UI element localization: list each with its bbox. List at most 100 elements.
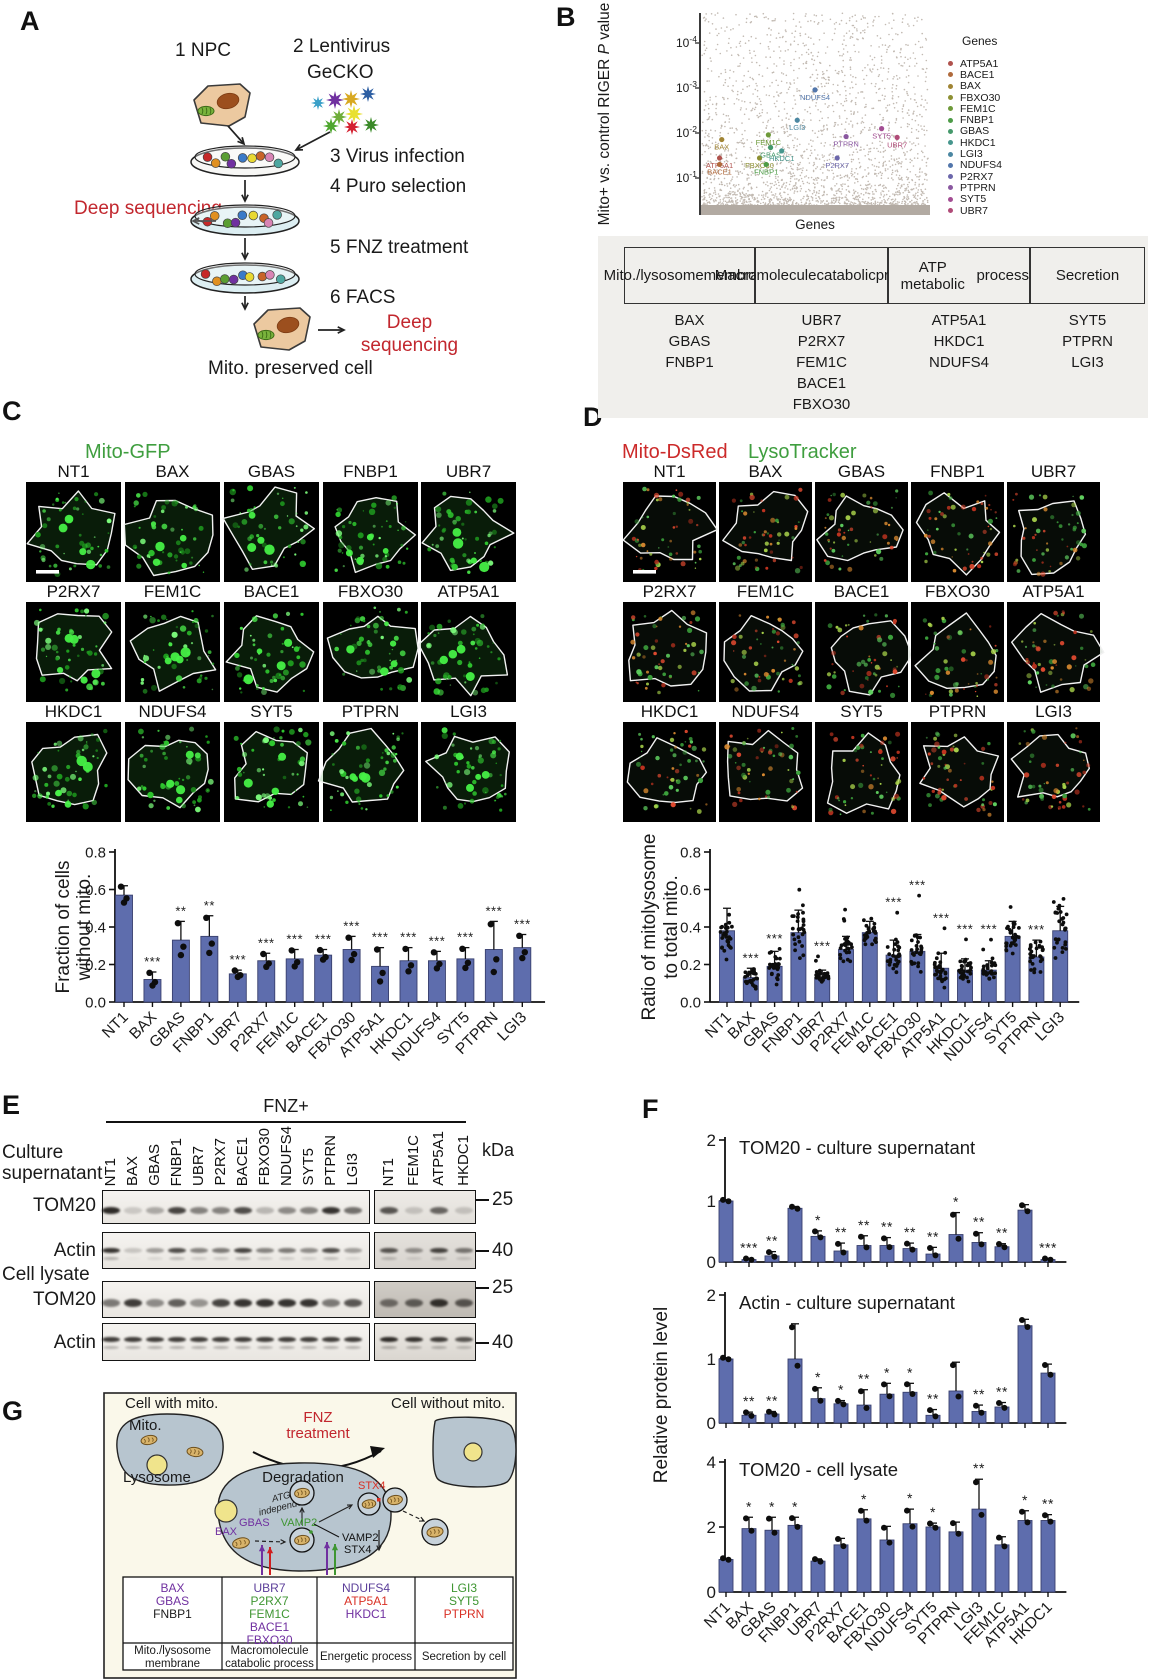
lane-label-GBAS-2: GBAS (143, 1124, 165, 1186)
band (124, 1299, 142, 1308)
band-faint (169, 1257, 185, 1261)
lane-label-text: FEM1C (404, 1135, 422, 1186)
kda-tick-3 (476, 1342, 489, 1344)
lane-label-P2RX7-5: P2RX7 (209, 1124, 231, 1186)
sig-BAX: *** (742, 950, 759, 965)
band (430, 1206, 448, 1214)
legend-label-FBXO30: FBXO30 (960, 91, 1001, 104)
legend-dot-P2RX7 (948, 174, 953, 180)
band (168, 1206, 186, 1214)
g-table-gene-NDUFS4: NDUFS4 (342, 1581, 390, 1595)
legend-item-FEM1C: FEM1C (948, 103, 1002, 115)
micrograph-green-NT1 (26, 482, 121, 582)
mito-preserved-cell-label: Mito. preserved cell (208, 358, 373, 379)
band (234, 1206, 252, 1214)
micrograph-green-FBXO30 (323, 602, 419, 702)
tile-label-green-FNBP1: FNBP1 (343, 462, 398, 481)
sig-GBAS: *** (766, 931, 783, 946)
band (430, 1247, 448, 1254)
header-line: Secretion (1055, 267, 1120, 284)
table-gene-HKDC1: HKDC1 (933, 333, 985, 350)
sig-FBXO30: ** (881, 1219, 893, 1235)
sig-PTPRN: *** (486, 903, 503, 918)
micrograph-redgreen-HKDC1 (623, 722, 716, 822)
sig-FBXO30: * (884, 1364, 890, 1380)
y-tick-label: 0.8 (680, 844, 701, 861)
legend-label-FNBP1: FNBP1 (960, 114, 994, 127)
g-table-gene-PTPRN: PTPRN (444, 1607, 485, 1621)
band-faint (257, 1346, 273, 1350)
header-line: ATP metabolic (900, 258, 965, 293)
band-faint (235, 1257, 251, 1261)
y-tick-label: 0 (707, 1414, 716, 1433)
lane-label-SYT5-9: SYT5 (297, 1124, 319, 1186)
g-table-gene-SYT5: SYT5 (449, 1594, 479, 1608)
scatter-y-tick: 10-2 (676, 124, 697, 140)
y-tick-label: 0.6 (85, 882, 106, 899)
band-faint (381, 1346, 397, 1350)
micrograph-redgreen-BACE1 (815, 602, 913, 702)
band (256, 1336, 274, 1343)
cell-with-mito-label: Cell with mito. (125, 1395, 218, 1412)
legend-dot-FBXO30 (948, 95, 953, 101)
lane-label-UBR7-4: UBR7 (187, 1124, 209, 1186)
band (256, 1299, 274, 1308)
lane-label-text: UBR7 (189, 1145, 207, 1186)
g-table-header: Secretion by cell (422, 1651, 506, 1663)
sig-ATP5A1: *** (372, 930, 389, 945)
scatter-gene-point-HKDC1 (779, 148, 785, 154)
legend-label-BAX: BAX (960, 80, 982, 93)
kda-tick-1 (476, 1250, 489, 1252)
legend-dot-SYT5 (948, 196, 953, 202)
legend-dot-UBR7 (948, 208, 953, 213)
legend-item-FNBP1: FNBP1 (948, 114, 1002, 127)
scatter-y-label-pre: Mito+ vs. control RIGER (596, 54, 613, 226)
culture-supernatant-label-2: supernatant (2, 1163, 103, 1184)
protein-label-TOM20-2: TOM20 (32, 1289, 96, 1310)
micrograph-redgreen-SYT5 (815, 722, 908, 822)
bax-label: BAX (215, 1526, 238, 1538)
chart-title: Actin - culture supernatant (739, 1292, 955, 1313)
g-table-header: membrane (145, 1658, 200, 1670)
y-tick-label: 0.0 (85, 994, 106, 1011)
tile-label-redgreen-FEM1C: FEM1C (736, 582, 795, 601)
scatter-gene-point-BAX (719, 136, 725, 143)
band-faint (301, 1257, 317, 1261)
table-gene-LGI3: LGI3 (1071, 354, 1104, 371)
sig-LGI3: ** (973, 1214, 985, 1230)
tile-label-redgreen-BACE1: BACE1 (833, 582, 890, 601)
band (146, 1247, 164, 1254)
bar-ATP5A1 (1017, 1325, 1033, 1424)
blot-strip-right-0 (374, 1190, 476, 1224)
g-table-gene-BACE1: BACE1 (250, 1620, 290, 1634)
tile-label-green-BACE1: BACE1 (243, 582, 300, 601)
scatter-y-tick: 10-3 (676, 79, 697, 95)
band-faint (431, 1346, 447, 1350)
legend-item-LGI3: LGI3 (948, 148, 1002, 160)
sig-BACE1: *** (885, 895, 902, 910)
g-table-gene-GBAS: GBAS (156, 1594, 189, 1608)
scatter-gene-label-FNBP1: FNBP1 (754, 167, 778, 176)
sig-BAX: *** (144, 954, 161, 969)
micrograph-redgreen-P2RX7 (623, 602, 716, 702)
tile-label-green-BAX: BAX (155, 462, 190, 481)
scatter-gene-point-FBXO30 (756, 155, 763, 161)
bar-FBXO30 (879, 1539, 895, 1593)
y-tick-label: 0.4 (85, 919, 106, 936)
y-tick-label: 0 (707, 1253, 716, 1272)
stx4-black-label: STX4 (344, 1544, 372, 1556)
band (256, 1247, 274, 1254)
band (405, 1336, 423, 1343)
band-faint (456, 1257, 472, 1261)
scatter-gene-label-FBXO30: FBXO30 (745, 161, 774, 170)
bar-FBXO30 (879, 1393, 895, 1424)
micrograph-green-LGI3 (421, 722, 516, 822)
band-faint (381, 1257, 397, 1261)
tom20-supernatant-bar-chart: 012 TOM20 - culture supernatant*** ***** **… (707, 1131, 1067, 1272)
legend-dot-LGI3 (948, 151, 953, 157)
lane-label-FNBP1-3: FNBP1 (165, 1124, 187, 1186)
scatter-gene-label-GBAS: GBAS (760, 150, 781, 159)
micrograph-redgreen-UBR7 (1007, 482, 1100, 582)
micrograph-green-UBR7 (421, 482, 516, 582)
sig-FEM1C: ** (996, 1384, 1008, 1400)
